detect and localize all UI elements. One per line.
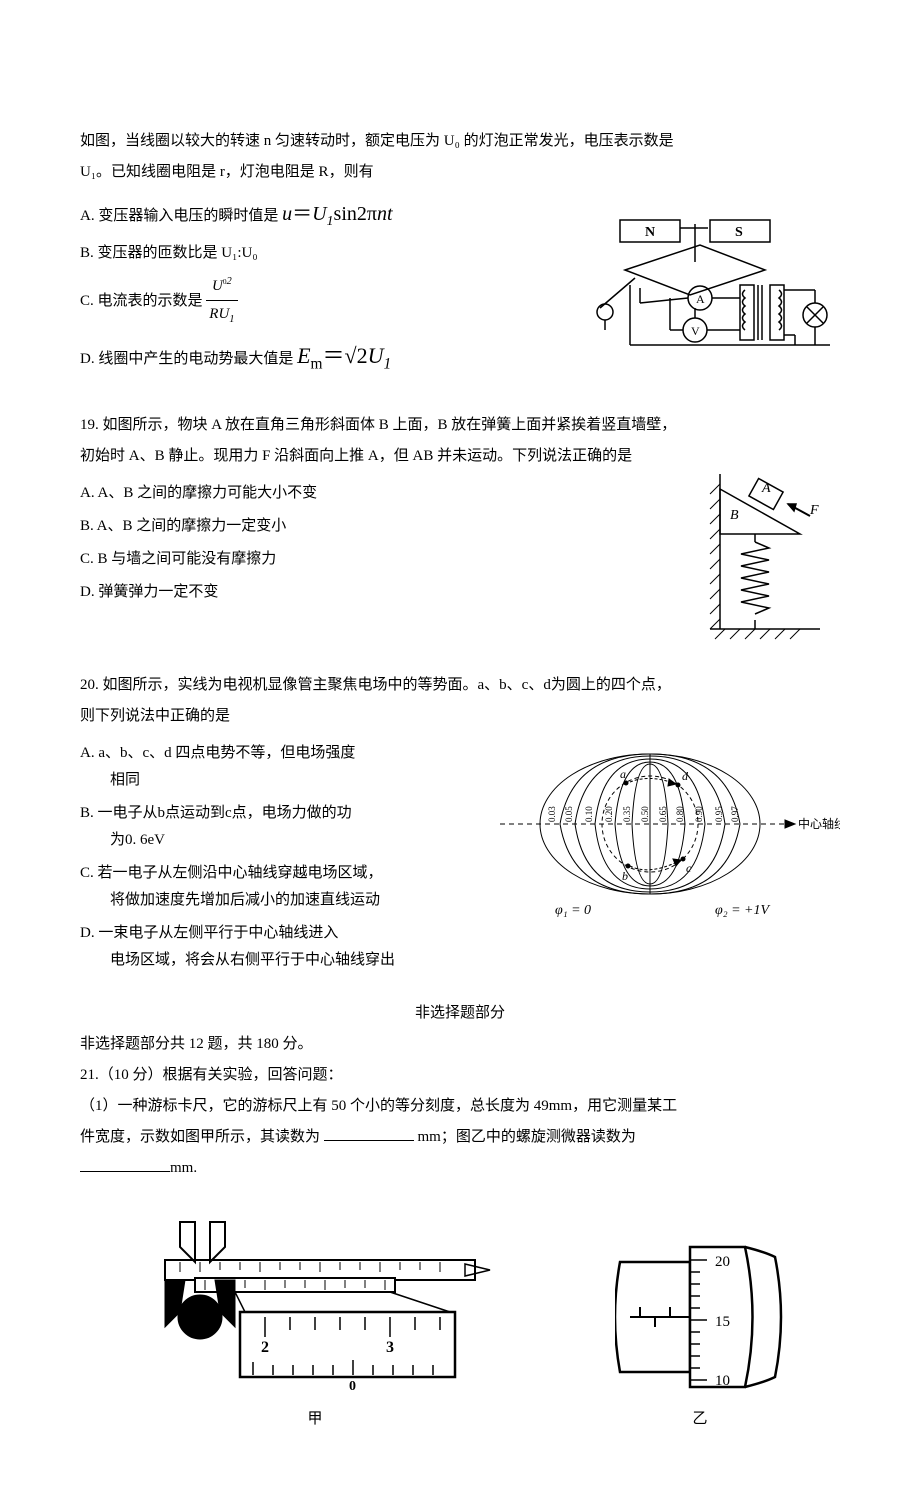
q20-figure: 中心轴线 <box>500 734 840 924</box>
q20-opt-a: A. a、b、c、d 四点电势不等，但电场强度 相同 <box>80 740 484 794</box>
q20-opt-c: C. 若一电子从左侧沿中心轴线穿越电场区域， 将做加速度先增加后减小的加速直线运… <box>80 860 484 914</box>
phi2-label: φ₂ = +1V <box>715 903 771 918</box>
q19-intro-line2: 初始时 A、B 静止。现用力 F 沿斜面向上推 A，但 AB 并未运动。下列说法… <box>80 443 840 470</box>
svg-text:0.03: 0.03 <box>547 806 557 822</box>
q19-label-A: A <box>761 481 771 496</box>
svg-text:b: b <box>622 869 628 883</box>
svg-text:0.95: 0.95 <box>714 806 724 822</box>
q18-optD-text: D. 线圈中产生的电动势最大值是 <box>80 351 297 367</box>
svg-text:0.90: 0.90 <box>694 806 704 822</box>
svg-text:d: d <box>682 769 689 783</box>
q18-opt-b: B. 变压器的匝数比是 U₁:U₀ <box>80 240 564 267</box>
q19-intro-line1: 19. 如图所示，物块 A 放在直角三角形斜面体 B 上面，B 放在弹簧上面并紧… <box>80 412 840 439</box>
magnet-s: S <box>735 225 743 240</box>
q18-optC-text: C. 电流表的示数是 <box>80 293 206 309</box>
q20-intro-line2: 则下列说法中正确的是 <box>80 703 840 730</box>
caliper-caption: 甲 <box>135 1406 495 1433</box>
blank-2[interactable] <box>80 1156 170 1172</box>
q18-optA-text: A. 变压器输入电压的瞬时值是 <box>80 208 282 224</box>
q19-label-B: B <box>730 508 739 523</box>
svg-text:0: 0 <box>349 1379 356 1394</box>
q18-intro-line2: U₁。已知线圈电阻是 r，灯泡电阻是 R，则有 <box>80 159 840 186</box>
q18-opt-d: D. 线圈中产生的电动势最大值是 Em＝√2U1 <box>80 336 564 378</box>
q21-line3: 件宽度，示数如图甲所示，其读数为 mm；图乙中的螺旋测微器读数为 <box>80 1124 840 1151</box>
q18-optD-formula: Em＝√2U1 <box>297 343 391 368</box>
q18-opt-c: C. 电流表的示数是 U02 RU1 <box>80 273 564 330</box>
svg-text:2: 2 <box>261 1339 269 1356</box>
question-20: 20. 如图所示，实线为电视机显像管主聚焦电场中的等势面。a、b、c、d为圆上的… <box>80 672 840 980</box>
svg-text:0.65: 0.65 <box>658 806 668 822</box>
q20-intro-line1: 20. 如图所示，实线为电视机显像管主聚焦电场中的等势面。a、b、c、d为圆上的… <box>80 672 840 699</box>
svg-text:0.50: 0.50 <box>640 806 650 822</box>
q19-opt-b: B. A、B 之间的摩擦力一定变小 <box>80 513 674 540</box>
q21-line4: mm. <box>80 1155 840 1182</box>
svg-text:3: 3 <box>386 1339 394 1356</box>
q21-line1: 21.（10 分）根据有关实验，回答问题： <box>80 1062 840 1089</box>
q18-figure: N S A <box>580 190 840 360</box>
q21-line2: （1）一种游标卡尺，它的游标尺上有 50 个小的等分刻度，总长度为 49mm，用… <box>80 1093 840 1120</box>
q18-opt-a: A. 变压器输入电压的瞬时值是 u＝U1sin2πnt <box>80 196 564 234</box>
svg-text:0.97: 0.97 <box>730 806 740 822</box>
q19-opt-d: D. 弹簧弹力一定不变 <box>80 579 674 606</box>
ammeter-label: A <box>696 292 705 306</box>
q18-optC-fraction: U02 RU1 <box>206 273 237 330</box>
q19-opt-a: A. A、B 之间的摩擦力可能大小不变 <box>80 480 674 507</box>
caliper-figure: 2 3 0 甲 <box>135 1212 495 1433</box>
q20-opt-b: B. 一电子从b点运动到c点，电场力做的功 为0. 6eV <box>80 800 484 854</box>
blank-1[interactable] <box>324 1125 414 1141</box>
svg-text:a: a <box>620 767 626 781</box>
micrometer-caption: 乙 <box>615 1406 785 1433</box>
magnet-n: N <box>645 225 655 240</box>
axis-label: 中心轴线 <box>798 816 840 831</box>
question-21: 21.（10 分）根据有关实验，回答问题： （1）一种游标卡尺，它的游标尺上有 … <box>80 1062 840 1433</box>
question-18: 如图，当线圈以较大的转速 n 匀速转动时，额定电压为 U₀ 的灯泡正常发光，电压… <box>80 128 840 384</box>
question-19: 19. 如图所示，物块 A 放在直角三角形斜面体 B 上面，B 放在弹簧上面并紧… <box>80 412 840 644</box>
svg-text:15: 15 <box>715 1314 730 1330</box>
q19-label-F: F <box>809 503 819 518</box>
svg-text:c: c <box>686 861 692 875</box>
q19-opt-c: C. B 与墙之间可能没有摩擦力 <box>80 546 674 573</box>
svg-text:0.80: 0.80 <box>675 806 685 822</box>
svg-text:0.05: 0.05 <box>564 806 574 822</box>
svg-text:0.10: 0.10 <box>584 806 594 822</box>
svg-text:0.35: 0.35 <box>622 806 632 822</box>
q20-opt-d: D. 一束电子从左侧平行于中心轴线进入 电场区域，将会从右侧平行于中心轴线穿出 <box>80 920 484 974</box>
q19-figure: B A F <box>690 474 840 644</box>
nonchoice-title: 非选择题部分 <box>80 1000 840 1027</box>
voltmeter-label: V <box>691 324 700 338</box>
nonchoice-subtitle: 非选择题部分共 12 题，共 180 分。 <box>80 1031 840 1058</box>
micrometer-figure: 20 15 10 乙 <box>615 1232 785 1433</box>
phi1-label: φ₁ = 0 <box>555 903 591 918</box>
q18-optA-formula: u＝U1sin2πnt <box>282 203 392 225</box>
svg-text:20: 20 <box>715 1254 730 1270</box>
svg-text:10: 10 <box>715 1373 730 1389</box>
q18-intro-line1: 如图，当线圈以较大的转速 n 匀速转动时，额定电压为 U₀ 的灯泡正常发光，电压… <box>80 128 840 155</box>
svg-text:0.20: 0.20 <box>604 806 614 822</box>
